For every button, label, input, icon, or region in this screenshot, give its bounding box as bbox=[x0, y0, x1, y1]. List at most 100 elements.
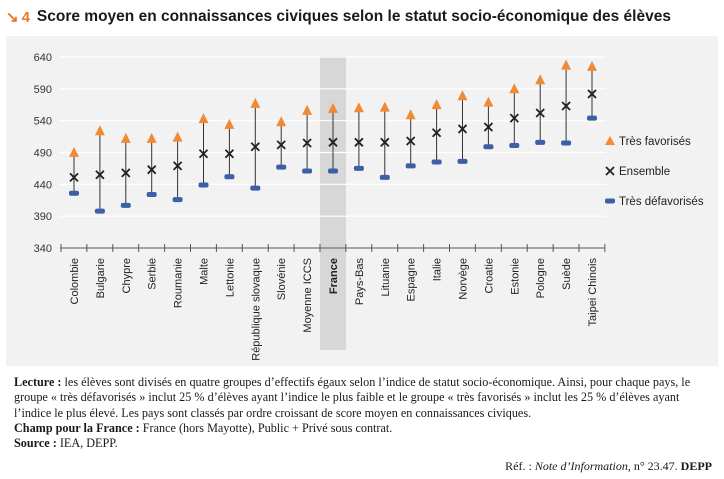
category-label: Norvège bbox=[458, 258, 470, 300]
defavorises-point bbox=[379, 174, 390, 180]
defavorises-point bbox=[509, 142, 520, 148]
ensemble-point bbox=[250, 142, 260, 152]
ensemble-point bbox=[509, 113, 519, 123]
legend-ensemble-icon bbox=[605, 166, 615, 176]
ensemble-point bbox=[457, 124, 468, 134]
category-label: Espagne bbox=[406, 258, 418, 301]
legend-label: Ensemble bbox=[619, 166, 670, 178]
note-champ-text: France (hors Mayotte), Public + Privé so… bbox=[142, 420, 393, 435]
favorises-point bbox=[276, 116, 287, 127]
defavorises-point bbox=[276, 164, 287, 170]
ensemble-point bbox=[431, 128, 442, 138]
favorises-point bbox=[405, 109, 416, 120]
reference-number: , n° 23.47. bbox=[627, 459, 678, 473]
ensemble-point bbox=[198, 149, 209, 159]
defavorises-point bbox=[483, 144, 494, 150]
category-label: Bulgarie bbox=[95, 258, 107, 298]
defavorises-point bbox=[120, 202, 131, 208]
figure-title: Score moyen en connaissances civiques se… bbox=[36, 8, 671, 25]
y-tick-label: 590 bbox=[34, 84, 52, 96]
note-source-text: IEA, DEPP. bbox=[59, 436, 118, 451]
category-label: Estonie bbox=[509, 258, 521, 295]
favorises-point bbox=[535, 74, 546, 85]
defavorises-point bbox=[405, 163, 416, 169]
note-champ: Champ pour la France : France (hors Mayo… bbox=[14, 421, 714, 436]
defavorises-point bbox=[69, 190, 79, 196]
ensemble-point bbox=[535, 108, 545, 118]
legend-defavorises-icon bbox=[605, 198, 615, 204]
ensemble-point bbox=[95, 170, 105, 180]
ensemble-point bbox=[302, 138, 312, 148]
favorises-point bbox=[483, 96, 494, 107]
note-lecture: Lecture : les élèves sont divisés en qua… bbox=[14, 375, 714, 421]
reference: Réf. : Note d’Information, n° 23.47. DEP… bbox=[505, 459, 712, 474]
favorises-point bbox=[457, 90, 468, 101]
defavorises-point bbox=[457, 158, 468, 164]
defavorises-point bbox=[302, 168, 313, 174]
ensemble-point bbox=[354, 137, 364, 147]
highlight-band bbox=[320, 56, 346, 350]
defavorises-point bbox=[250, 185, 261, 191]
arrow-down-right-icon: ↘ bbox=[6, 9, 19, 26]
y-tick-label: 640 bbox=[34, 52, 52, 64]
favorises-point bbox=[120, 132, 131, 143]
favorises-point bbox=[328, 102, 338, 113]
favorises-point bbox=[94, 125, 105, 136]
category-label: Slovénie bbox=[276, 258, 288, 300]
y-tick-label: 440 bbox=[34, 179, 52, 191]
legend-label: Très défavorisés bbox=[619, 196, 704, 208]
defavorises-point bbox=[146, 192, 157, 198]
ensemble-point bbox=[561, 101, 571, 111]
y-tick-label: 490 bbox=[34, 148, 52, 160]
favorises-point bbox=[353, 102, 364, 113]
note-source-label: Source : bbox=[14, 436, 57, 451]
category-label: Taipei Chinois bbox=[587, 258, 599, 327]
ensemble-point bbox=[69, 172, 79, 182]
note-source: Source : IEA, DEPP. bbox=[14, 436, 714, 451]
reference-publication: Note d’Information bbox=[534, 459, 628, 473]
defavorises-point bbox=[198, 182, 209, 188]
defavorises-point bbox=[431, 159, 442, 165]
category-label: Croatie bbox=[483, 258, 495, 293]
ensemble-point bbox=[172, 161, 183, 171]
category-label: Lituanie bbox=[380, 258, 392, 297]
category-label: Colombie bbox=[69, 258, 81, 304]
ensemble-point bbox=[328, 137, 338, 147]
chart-panel: 340 390 440 490 540 590 640 Colombie Bulgarie Chy… bbox=[6, 36, 718, 366]
defavorises-point bbox=[587, 115, 597, 121]
note-lecture-label: Lecture : bbox=[14, 375, 62, 389]
category-label: France bbox=[328, 258, 340, 294]
category-label: Lettonie bbox=[224, 258, 236, 297]
defavorises-point bbox=[328, 168, 338, 174]
favorises-point bbox=[250, 97, 261, 108]
favorises-point bbox=[561, 59, 572, 70]
figure-number: 4 bbox=[21, 8, 30, 26]
defavorises-point bbox=[224, 174, 235, 180]
y-tick-label: 340 bbox=[34, 243, 52, 255]
note-lecture-text: les élèves sont divisés en quatre groupe… bbox=[14, 375, 691, 420]
favorises-point bbox=[431, 99, 442, 110]
favorises-point bbox=[509, 83, 520, 94]
notes: Lecture : les élèves sont divisés en qua… bbox=[14, 375, 714, 451]
favorises-point bbox=[198, 113, 209, 124]
favorises-point bbox=[172, 131, 183, 142]
ensemble-point bbox=[483, 122, 494, 132]
category-label: Suède bbox=[561, 258, 573, 290]
note-champ-label: Champ pour la France : bbox=[14, 420, 140, 435]
reference-prefix: Réf. : bbox=[505, 459, 532, 473]
category-label: Malte bbox=[199, 258, 211, 285]
favorises-point bbox=[379, 101, 390, 112]
y-tick-label: 390 bbox=[34, 211, 52, 223]
favorises-point bbox=[224, 118, 235, 129]
category-label: Chypre bbox=[121, 258, 133, 293]
y-tick-label: 540 bbox=[34, 116, 52, 128]
category-label: Moyenne ICCS bbox=[302, 258, 314, 333]
legend-label: Très favorisés bbox=[619, 136, 691, 148]
category-label: République slovaque bbox=[250, 258, 262, 361]
chart: 340 390 440 490 540 590 640 Colombie Bulgarie Chy… bbox=[34, 52, 704, 361]
category-label: Italie bbox=[432, 258, 444, 281]
defavorises-point bbox=[94, 208, 105, 214]
ensemble-point bbox=[276, 140, 286, 150]
figure-header: ↘ 4 Score moyen en connaissances civique… bbox=[6, 4, 671, 30]
ensemble-point bbox=[224, 149, 235, 159]
